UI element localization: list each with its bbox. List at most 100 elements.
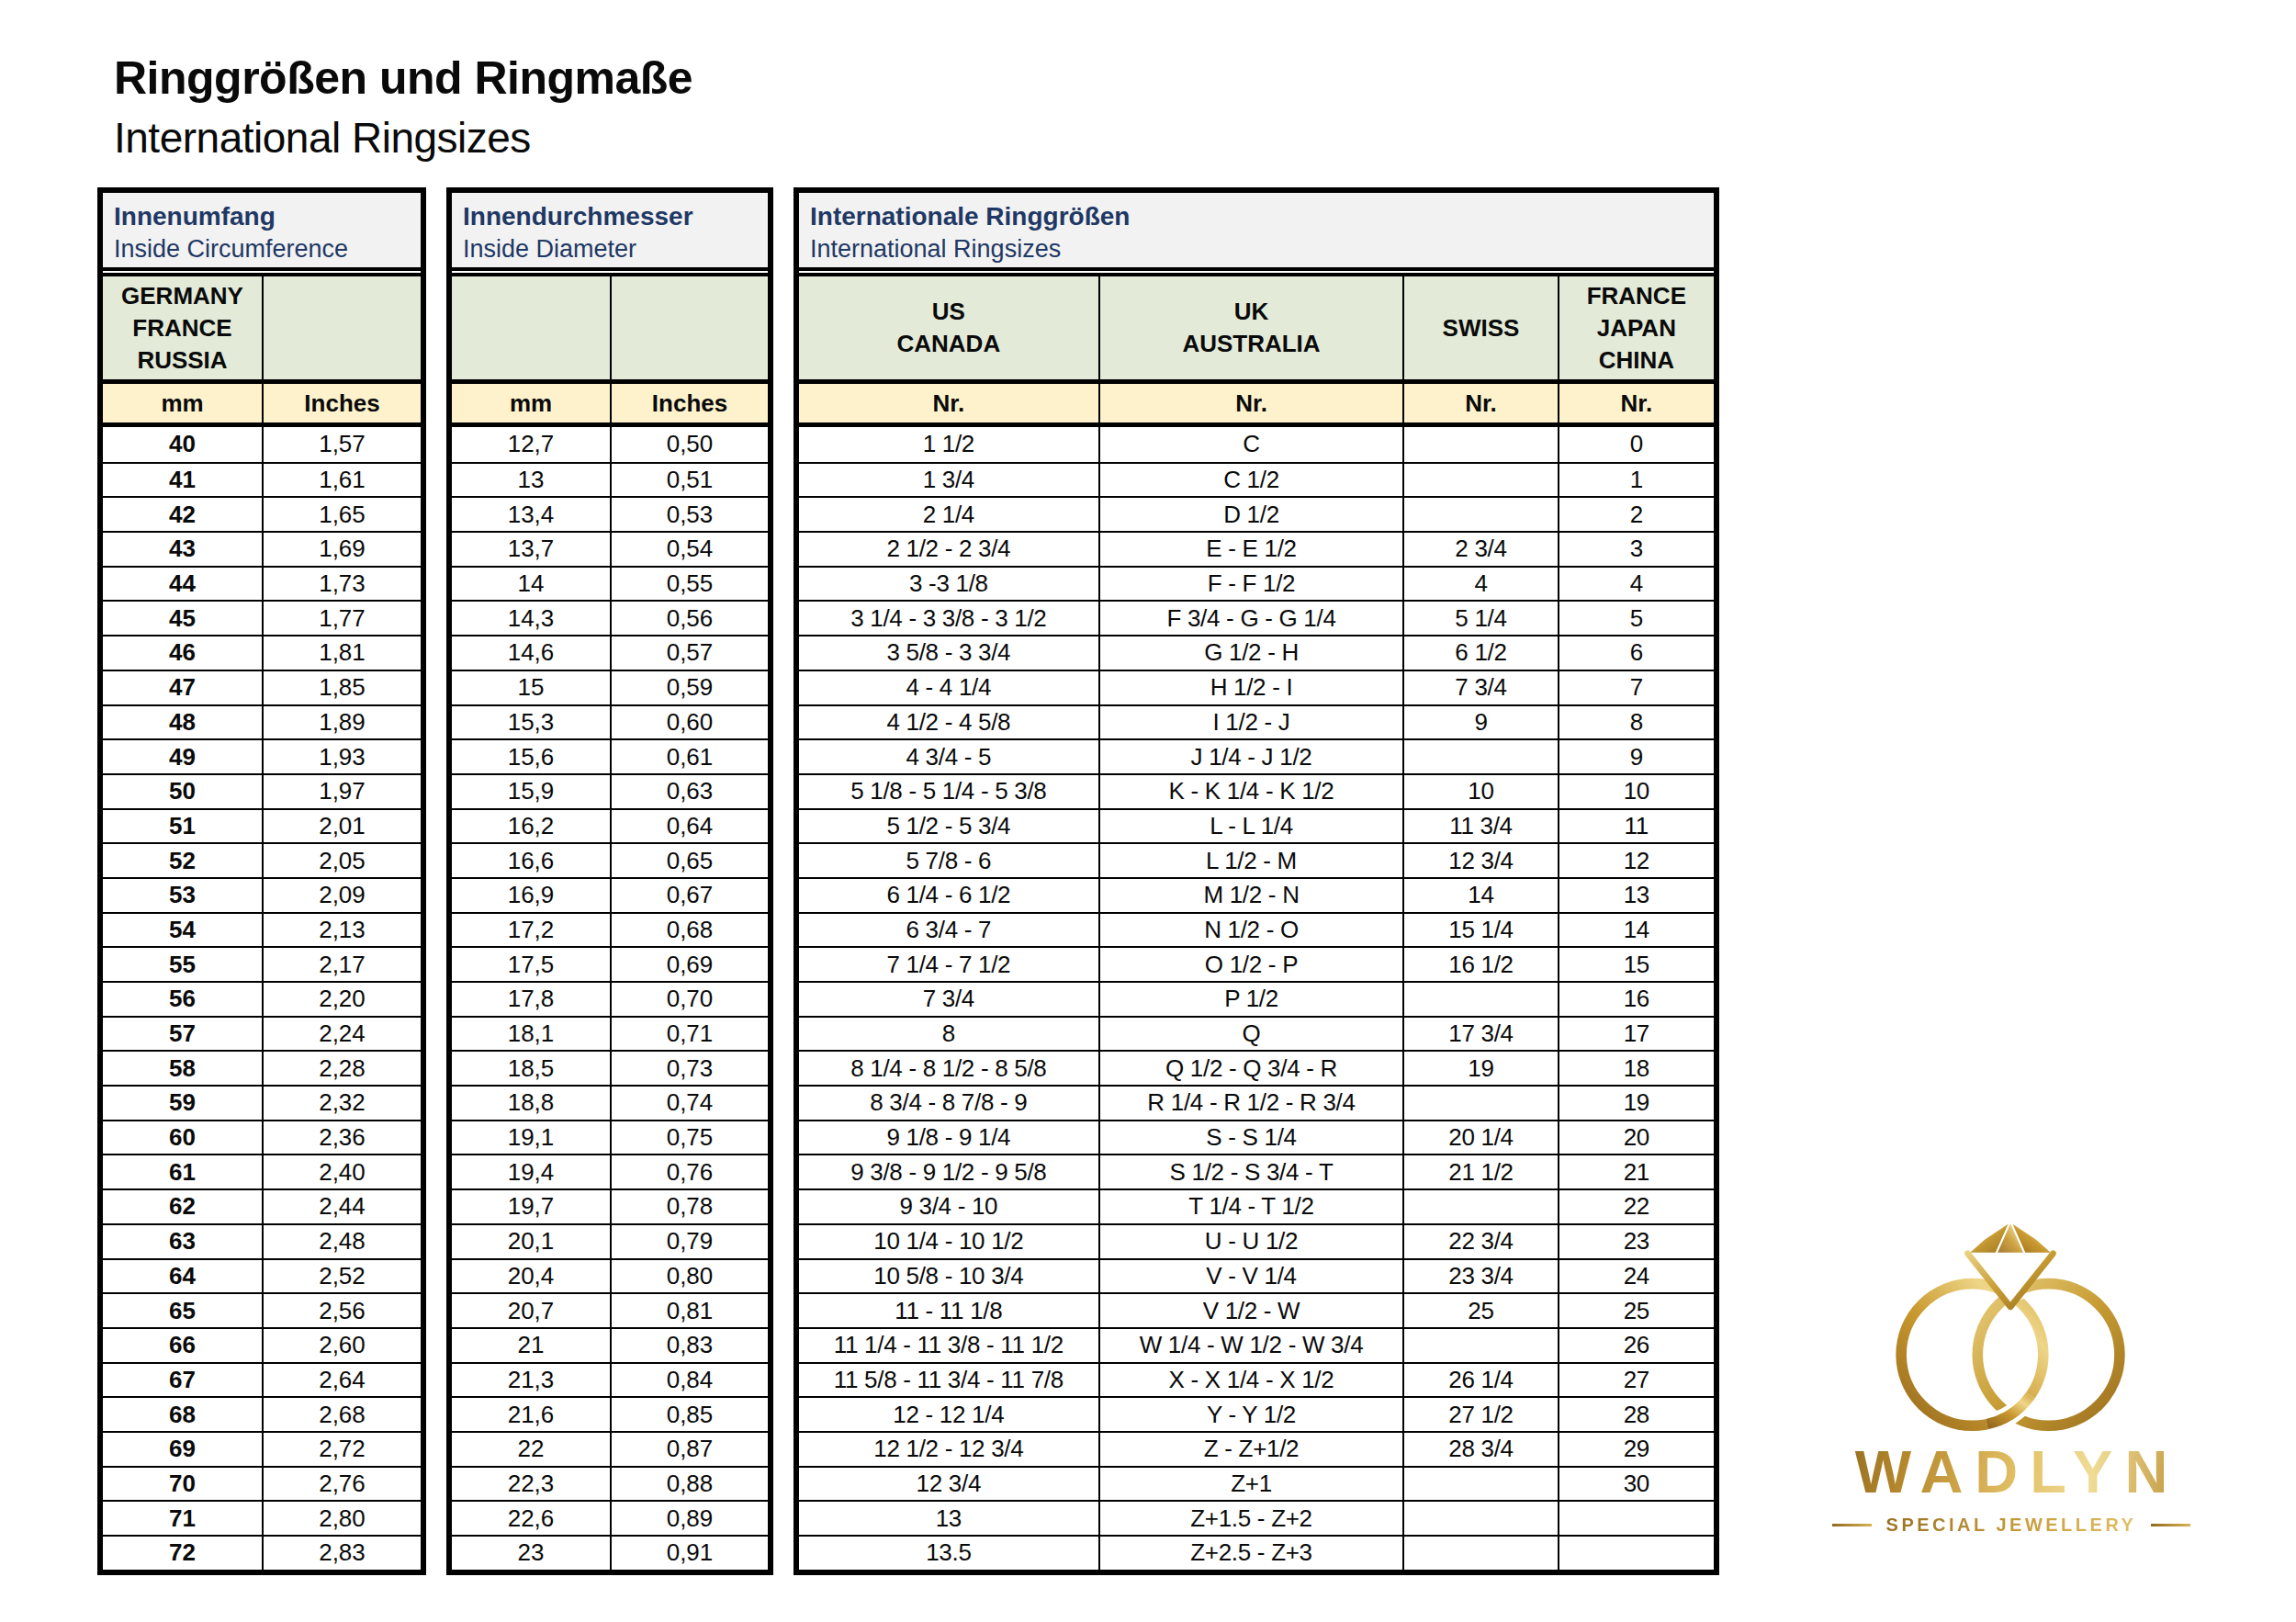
table-inside-diameter: Innendurchmesser Inside Diameter mmInche… xyxy=(446,187,773,1575)
table-row: 471,85 xyxy=(103,670,421,704)
table-cell: R 1/4 - R 1/2 - R 3/4 xyxy=(1098,1087,1403,1120)
table-cell: 7 1/4 - 7 1/2 xyxy=(799,948,1098,981)
table-cell: 1,61 xyxy=(262,464,421,497)
table-row: 20,70,81 xyxy=(452,1292,768,1327)
table-row: 501,97 xyxy=(103,773,421,808)
table-row: 4 - 4 1/4H 1/2 - I7 3/47 xyxy=(799,670,1714,704)
table-cell: 1,85 xyxy=(262,671,421,704)
region-header-label: GERMANY xyxy=(121,280,243,312)
brand-tagline-row: SPECIAL JEWELLERY xyxy=(1832,1515,2190,1536)
table-row: 10 5/8 - 10 3/4V - V 1/423 3/424 xyxy=(799,1258,1714,1293)
table-cell: 23 3/4 xyxy=(1402,1260,1557,1293)
table-cell: 2 xyxy=(1558,498,1714,531)
table-cell: 58 xyxy=(103,1052,262,1085)
region-header-cell: FRANCEJAPANCHINA xyxy=(1558,276,1714,379)
table-cell: 1,77 xyxy=(262,602,421,635)
table-cell xyxy=(1402,464,1557,497)
table-row: 9 3/8 - 9 1/2 - 9 5/8S 1/2 - S 3/4 - T21… xyxy=(799,1154,1714,1188)
table-cell: 6 1/4 - 6 1/2 xyxy=(799,879,1098,912)
table-cell: 0,83 xyxy=(610,1329,768,1362)
brand-name: WADLYN xyxy=(1832,1442,2190,1502)
table-cell: 68 xyxy=(103,1398,262,1431)
table-cell: 12,7 xyxy=(452,427,610,462)
table-cell: 3 5/8 - 3 3/4 xyxy=(799,636,1098,670)
table-body: 401,57411,61421,65431,69441,73451,77461,… xyxy=(103,427,421,1570)
table-row: 17,50,69 xyxy=(452,946,768,981)
table-row: 652,56 xyxy=(103,1292,421,1327)
table-cell: 2,80 xyxy=(262,1502,421,1535)
table-cell: 13 xyxy=(799,1502,1098,1535)
table-cell: 18,5 xyxy=(452,1052,610,1085)
table-cell: 13.5 xyxy=(799,1537,1098,1570)
table-cell: 5 1/4 xyxy=(1402,602,1557,635)
unit-header-cell: Nr. xyxy=(1098,384,1403,422)
region-header-cell xyxy=(610,276,768,379)
table-title-box: Innenumfang Inside Circumference xyxy=(103,193,421,271)
table-row: 22,30,88 xyxy=(452,1466,768,1501)
table-cell: 0,57 xyxy=(610,636,768,670)
table-row: 7 3/4P 1/216 xyxy=(799,981,1714,1016)
table-row: 19,40,76 xyxy=(452,1154,768,1188)
table-row: 491,93 xyxy=(103,738,421,773)
table-cell: 0,75 xyxy=(610,1121,768,1155)
table-cell: Z+1.5 - Z+2 xyxy=(1098,1502,1403,1535)
table-cell: 22 3/4 xyxy=(1402,1225,1557,1258)
table-cell: 21,6 xyxy=(452,1398,610,1431)
tagline-left-line xyxy=(1832,1524,1872,1526)
table-cell xyxy=(1402,427,1557,462)
table-cell: 0,85 xyxy=(610,1398,768,1431)
table-row: 512,01 xyxy=(103,808,421,843)
table-cell: H 1/2 - I xyxy=(1098,671,1403,704)
table-title-box: Innendurchmesser Inside Diameter xyxy=(452,193,768,271)
table-row: 461,81 xyxy=(103,635,421,670)
table-row: 4 1/2 - 4 5/8I 1/2 - J98 xyxy=(799,704,1714,739)
table-cell xyxy=(1402,983,1557,1016)
region-header-label: JAPAN xyxy=(1597,312,1676,344)
region-header-label: RUSSIA xyxy=(137,344,227,377)
table-cell: 3 -3 1/8 xyxy=(799,568,1098,601)
table-cell: 15 1/4 xyxy=(1402,914,1557,947)
table-cell: 21,3 xyxy=(452,1364,610,1397)
table-row: 150,59 xyxy=(452,670,768,704)
table-cell: 6 3/4 - 7 xyxy=(799,914,1098,947)
table-cell: 42 xyxy=(103,498,262,531)
table-row: 12 - 12 1/4Y - Y 1/227 1/228 xyxy=(799,1396,1714,1431)
table-cell: 22,6 xyxy=(452,1502,610,1535)
table-cell: 22 xyxy=(1558,1190,1714,1223)
table-row: 421,65 xyxy=(103,496,421,531)
table-row: 5 1/8 - 5 1/4 - 5 3/8K - K 1/4 - K 1/210… xyxy=(799,773,1714,808)
table-cell: 29 xyxy=(1558,1433,1714,1466)
table-cell: 17,2 xyxy=(452,914,610,947)
table-cell: 0,53 xyxy=(610,498,768,531)
region-header-cell xyxy=(452,276,610,379)
table-cell: 20 xyxy=(1558,1121,1714,1155)
table-cell: Z+2.5 - Z+3 xyxy=(1098,1537,1403,1570)
table-row: 441,73 xyxy=(103,566,421,601)
table-body: 1 1/2C01 3/4C 1/212 1/4D 1/222 1/2 - 2 3… xyxy=(799,427,1714,1570)
table-row: 8 1/4 - 8 1/2 - 8 5/8Q 1/2 - Q 3/4 - R19… xyxy=(799,1050,1714,1085)
table-cell: 0,67 xyxy=(610,879,768,912)
table-cell: 5 7/8 - 6 xyxy=(799,844,1098,877)
table-cell: 0 xyxy=(1558,427,1714,462)
table-row: 20,40,80 xyxy=(452,1258,768,1293)
table-row: 230,91 xyxy=(452,1535,768,1570)
table-cell: 2,09 xyxy=(262,879,421,912)
table-cell: 11 - 11 1/8 xyxy=(799,1294,1098,1327)
table-cell: 8 3/4 - 8 7/8 - 9 xyxy=(799,1087,1098,1120)
table-cell: 1 xyxy=(1558,464,1714,497)
table-row: 15,60,61 xyxy=(452,738,768,773)
table-cell: 28 3/4 xyxy=(1402,1433,1557,1466)
table-cell: 4 1/2 - 4 5/8 xyxy=(799,706,1098,739)
table-cell: 2,68 xyxy=(262,1398,421,1431)
table-cell: 10 xyxy=(1558,775,1714,808)
table-cell: 50 xyxy=(103,775,262,808)
table-cell: 0,50 xyxy=(610,427,768,462)
table-cell: 16,2 xyxy=(452,810,610,843)
table-cell: 0,61 xyxy=(610,740,768,773)
table-row: 14,30,56 xyxy=(452,600,768,635)
table-row: 15,90,63 xyxy=(452,773,768,808)
table-row: 13,70,54 xyxy=(452,531,768,566)
table-row: 642,52 xyxy=(103,1258,421,1293)
table-cell: 1 1/2 xyxy=(799,427,1098,462)
table-row: 682,68 xyxy=(103,1396,421,1431)
